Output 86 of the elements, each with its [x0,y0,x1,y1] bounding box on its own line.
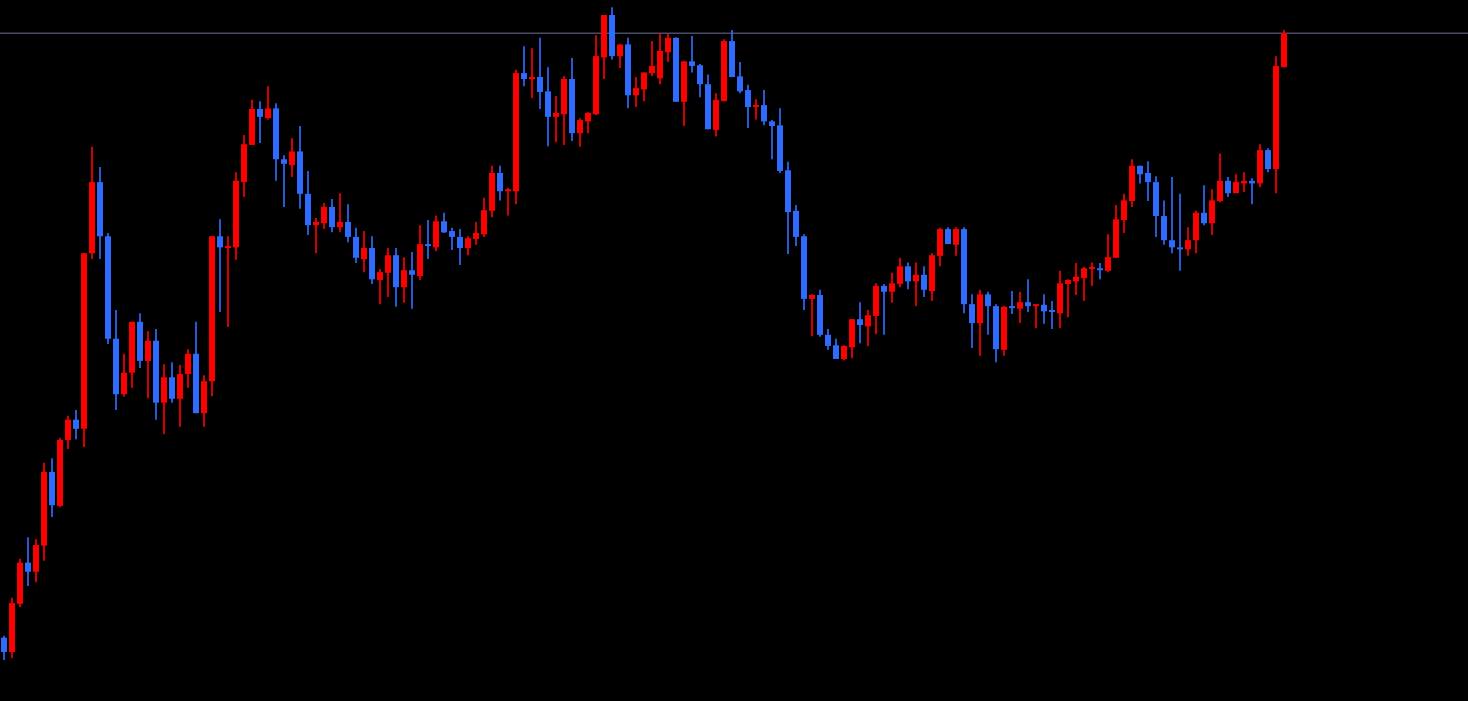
candlestick [745,84,751,129]
candlestick [361,230,367,274]
candlestick [497,164,503,202]
candlestick [897,256,903,289]
candlestick [473,221,479,246]
candlestick [169,361,175,404]
candlestick [185,348,191,389]
candlestick [809,293,815,337]
candlestick [1065,278,1071,319]
candlestick [585,111,591,134]
candlestick [1105,233,1111,274]
candlestick [1201,184,1207,227]
candlestick [769,119,775,161]
candlestick [1041,293,1047,325]
candlestick [537,37,543,110]
candlestick [665,33,671,63]
candlestick [881,283,887,336]
candlestick [505,187,511,217]
candlestick [329,198,335,234]
candlestick [641,71,647,103]
candlestick [353,226,359,264]
candlestick [345,203,351,243]
candlestick [1017,290,1023,324]
candlestick [825,328,831,351]
candlestick [1217,152,1223,204]
candlestick [1025,278,1031,313]
candlestick [1209,188,1215,236]
candlestick [1009,290,1015,315]
candlestick [1177,193,1183,272]
candlestick [1,634,7,661]
candlestick [1121,193,1127,234]
candlestick [737,61,743,95]
candlestick [1033,303,1039,330]
candlestick [1265,147,1271,174]
candlestick [1089,261,1095,287]
candlestick [697,63,703,99]
candlestick [521,45,527,87]
candlestick [65,414,71,450]
candlestick [761,89,767,127]
candlestick [529,47,535,99]
candlestick [1097,262,1103,281]
candlestick [281,154,287,208]
candlestick [257,100,263,144]
candlestick [1185,226,1191,257]
candlestick [905,261,911,290]
candlestick [753,98,759,121]
candlestick [313,217,319,255]
candlestick [857,301,863,345]
candlestick [73,409,79,441]
candlestick [953,226,959,257]
candlestick [553,95,559,144]
candlestick [289,137,295,178]
candlestick [1081,266,1087,302]
candlestick [385,247,391,298]
candlestick [913,261,919,307]
candlestick [441,211,447,234]
candlestick [633,76,639,108]
candlestick [401,256,407,304]
candlestick [921,265,927,298]
candlestick [457,228,463,266]
candlestick [1169,176,1175,255]
candlestick [337,192,343,234]
candlestick [889,271,895,304]
candlestick [217,218,223,313]
candlestick [265,85,271,121]
candlestick [969,293,975,349]
candlestick [25,536,31,587]
candlestick [577,117,583,148]
candlestick [689,35,695,74]
candlestick [145,330,151,399]
candlestick [425,219,431,260]
candlestick [409,251,415,310]
candlestick [377,268,383,305]
candlestick [649,40,655,78]
candlestick [985,290,991,336]
candlestick [225,235,231,328]
candlestick [865,309,871,347]
candlestick [617,43,623,69]
candlestick [1049,300,1055,330]
candlestick [465,235,471,257]
candlestick [321,202,327,230]
candlestick [833,337,839,360]
candlestick [449,226,455,251]
candlestick [121,352,127,398]
candlestick [1225,176,1231,198]
candlestick [1145,160,1151,202]
